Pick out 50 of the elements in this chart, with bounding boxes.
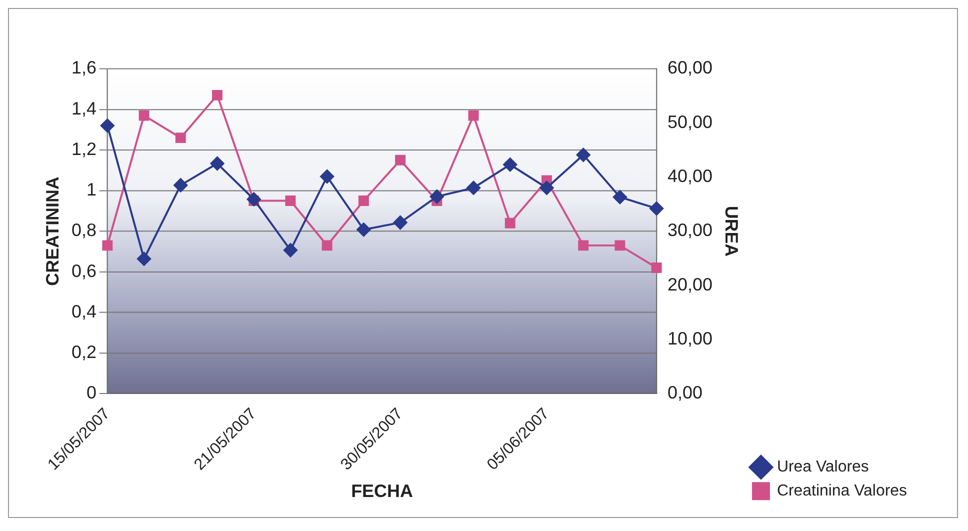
point	[137, 252, 152, 266]
point	[320, 170, 334, 184]
point	[285, 196, 296, 206]
y-tick-label: 0,4	[71, 301, 96, 322]
point	[322, 240, 332, 251]
point	[468, 110, 479, 121]
y-axis-title: CREATININA	[42, 176, 63, 286]
point	[138, 110, 150, 121]
y-tick-label: 1,4	[71, 98, 96, 118]
point	[358, 196, 369, 206]
y2-tick-label: 10,00	[668, 328, 712, 348]
point	[393, 216, 408, 230]
point	[102, 240, 113, 251]
y2-tick-label: 50,00	[668, 112, 712, 132]
y-tick-label: 1	[86, 180, 96, 200]
point	[612, 190, 627, 204]
point	[210, 156, 224, 171]
point	[650, 202, 664, 216]
y2-axis-title: UREA	[721, 206, 742, 257]
point	[430, 190, 444, 204]
point	[356, 222, 371, 237]
point	[246, 192, 261, 206]
y-tick-label: 0,6	[71, 260, 96, 281]
point	[174, 178, 188, 192]
point	[395, 154, 406, 166]
y2-tick-label: 0,00	[668, 382, 702, 403]
legend-label: Creatinina Valores	[776, 482, 908, 500]
point	[466, 180, 480, 195]
y-tick-label: 0,2	[71, 342, 96, 362]
y-tick-label: 0,8	[71, 220, 96, 240]
point	[503, 158, 518, 172]
y-tick-label: 0	[86, 382, 96, 403]
point	[504, 218, 516, 228]
point	[614, 240, 626, 251]
y2-tick-label: 30,00	[668, 220, 712, 240]
x-axis-title: FECHA	[351, 481, 413, 502]
y2-tick-label: 20,00	[668, 274, 712, 294]
point	[100, 118, 114, 133]
y-tick-label: 1,2	[71, 138, 96, 159]
y2-tick-label: 40,00	[668, 166, 712, 186]
legend-label: Urea Valores	[776, 458, 869, 476]
point	[578, 240, 589, 251]
point	[283, 243, 298, 258]
point	[651, 262, 662, 274]
y2-tick-label: 60,00	[668, 58, 712, 78]
point	[175, 132, 186, 144]
point	[212, 90, 222, 100]
point	[576, 148, 590, 162]
y-tick-label: 1,6	[71, 58, 96, 78]
point	[540, 180, 554, 195]
